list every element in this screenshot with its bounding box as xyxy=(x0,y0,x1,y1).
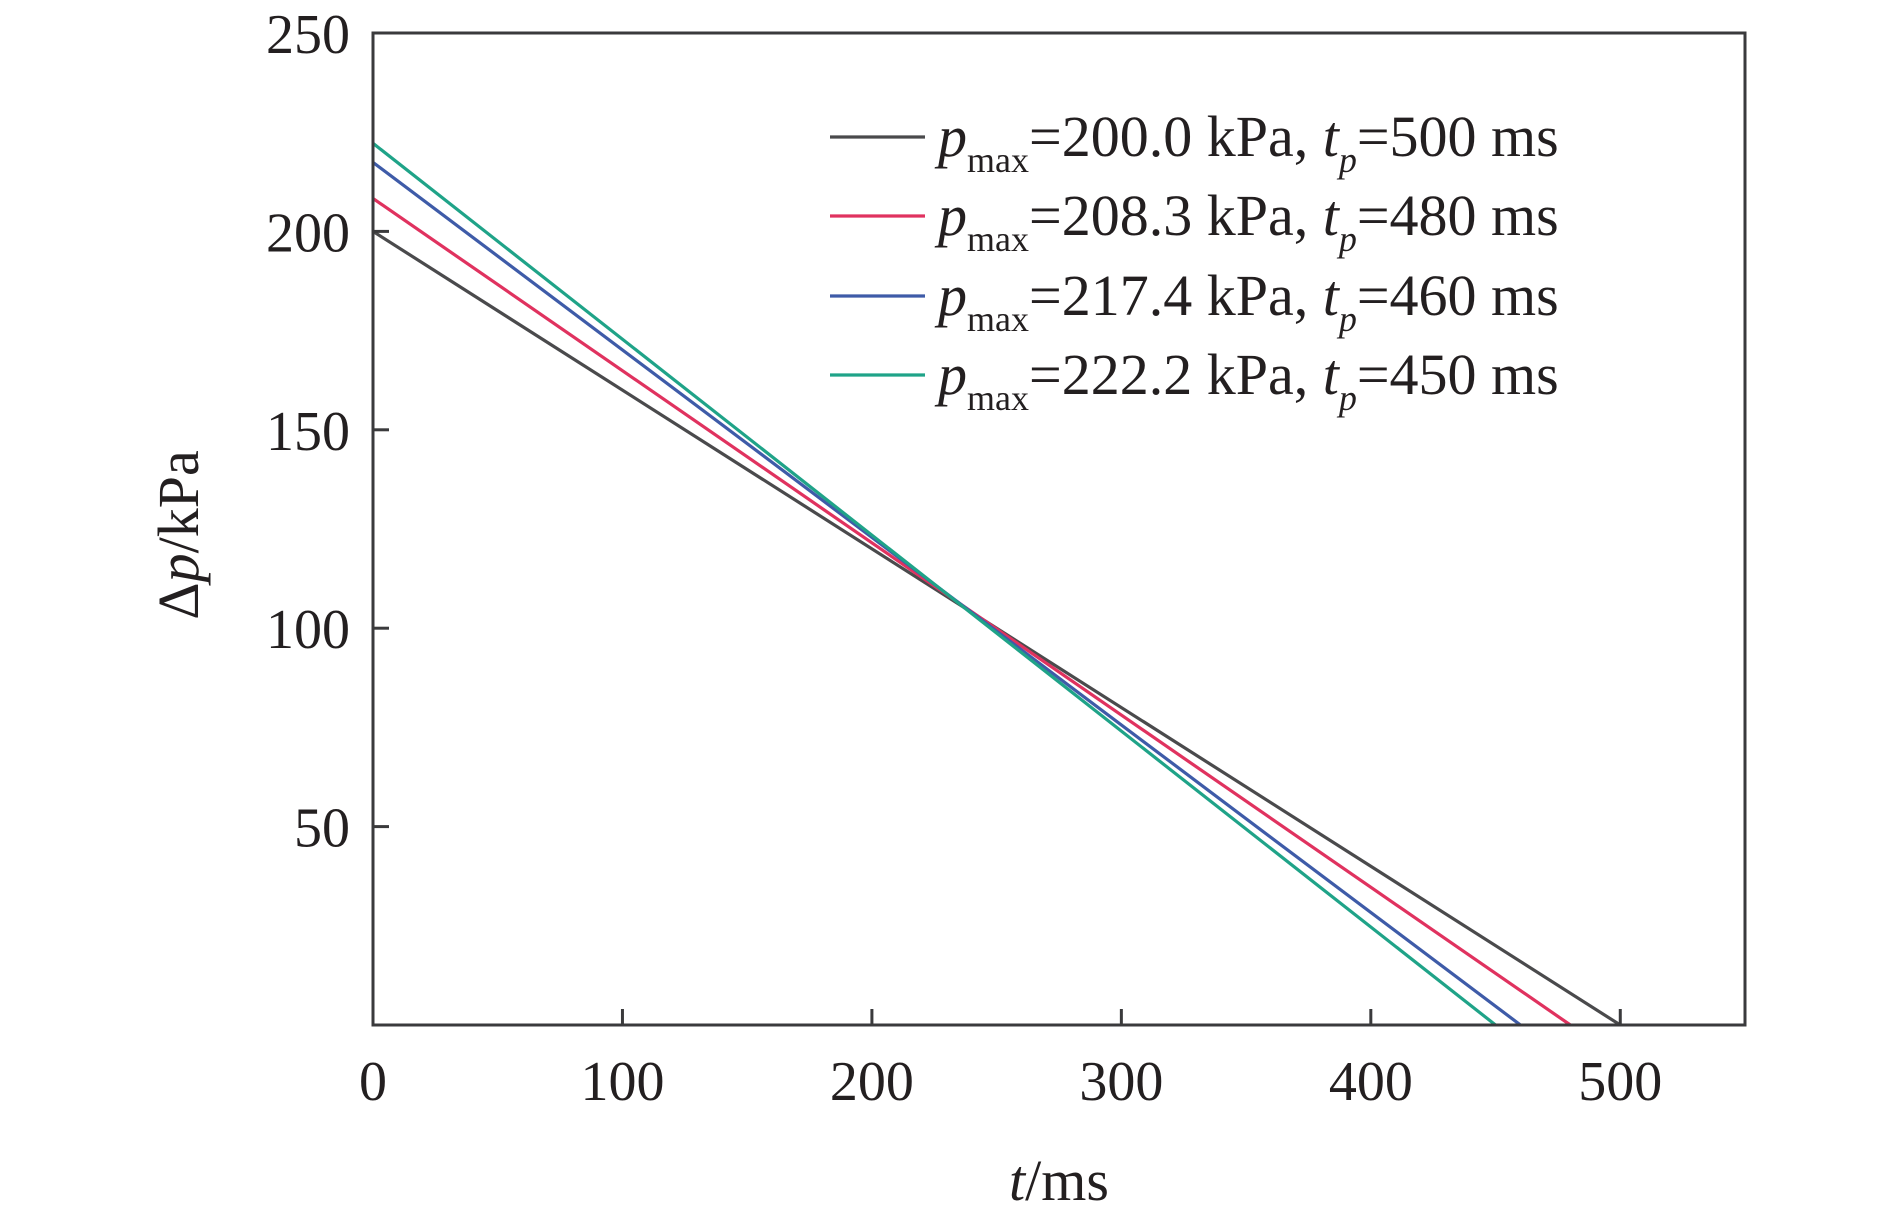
axes: 0 100 200 300 400 500 50 100 150 200 250 t/ms Δp/kPa xyxy=(146,4,1747,1213)
legend-label: pmax=208.3 kPa, tp=480 ms xyxy=(934,183,1559,259)
x-axis-title: t/ms xyxy=(1009,1148,1109,1213)
x-tick-label: 300 xyxy=(1079,1051,1163,1113)
series-line-4 xyxy=(373,142,1497,1025)
y-tick-label: 100 xyxy=(266,599,350,661)
legend-item-3: pmax=217.4 kPa, tp=460 ms xyxy=(830,263,1559,339)
y-axis-title: Δp/kPa xyxy=(146,450,211,619)
x-tick-label: 0 xyxy=(359,1051,387,1113)
x-tick-label: 200 xyxy=(830,1051,914,1113)
legend-label: pmax=200.0 kPa, tp=500 ms xyxy=(934,104,1559,180)
y-tick-label: 50 xyxy=(294,798,350,860)
legend-label: pmax=217.4 kPa, tp=460 ms xyxy=(934,263,1559,339)
y-tick-label: 250 xyxy=(266,4,350,66)
legend-item-1: pmax=200.0 kPa, tp=500 ms xyxy=(830,104,1559,180)
plot-frame xyxy=(371,31,1747,1027)
x-tick-label: 400 xyxy=(1329,1051,1413,1113)
x-tick-label: 100 xyxy=(580,1051,664,1113)
legend-label: pmax=222.2 kPa, tp=450 ms xyxy=(934,342,1559,418)
y-tick-label: 200 xyxy=(266,202,350,264)
legend-item-2: pmax=208.3 kPa, tp=480 ms xyxy=(830,183,1559,259)
y-tick-label: 150 xyxy=(266,401,350,463)
legend-item-4: pmax=222.2 kPa, tp=450 ms xyxy=(830,342,1559,418)
plot-area xyxy=(373,142,1622,1025)
x-tick-label: 500 xyxy=(1578,1051,1662,1113)
